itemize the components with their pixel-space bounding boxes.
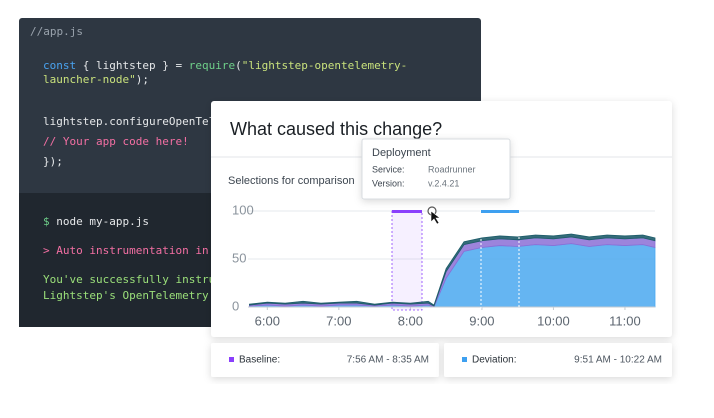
code-token: node my-app.js bbox=[50, 215, 149, 228]
code-line: }); bbox=[43, 155, 63, 168]
baseline-band bbox=[391, 210, 423, 311]
tooltip-key: Service: bbox=[372, 164, 405, 174]
code-line: lightstep.configureOpenTele bbox=[43, 115, 222, 128]
y-tick-label: 100 bbox=[232, 202, 254, 217]
code-token: }); bbox=[43, 155, 63, 168]
code: const { lightstep } = require("lightstep… bbox=[43, 59, 407, 168]
selection-swatch bbox=[229, 357, 234, 362]
chart: 0 50 100 6:00 7:00 8:00 9:00 10:00 11:00 bbox=[232, 202, 656, 328]
selection-range: 9:51 AM - 10:22 AM bbox=[574, 355, 662, 366]
code-line: Lightstep's OpenTelemetry L bbox=[43, 289, 222, 302]
y-tick-label: 0 bbox=[232, 298, 239, 313]
y-tick-label: 50 bbox=[232, 250, 246, 265]
code-token: Lightstep's OpenTelemetry L bbox=[43, 289, 222, 302]
code-token: lightstep.configureOpenTele bbox=[43, 115, 222, 128]
cursor bbox=[430, 210, 441, 225]
x-tick-label: 8:00 bbox=[398, 313, 423, 328]
selection-card bbox=[444, 343, 672, 377]
selection-swatch bbox=[462, 357, 467, 362]
code-line: You've successfully instrum bbox=[43, 273, 222, 286]
filename: //app.js bbox=[30, 25, 83, 38]
selection-label: Baseline: bbox=[239, 355, 280, 366]
card-title: What caused this change? bbox=[230, 119, 442, 139]
code-token: You've successfully instrum bbox=[43, 273, 222, 286]
card-subtitle: Selections for comparison bbox=[228, 175, 355, 187]
x-tick-label: 6:00 bbox=[255, 313, 280, 328]
code-token: const bbox=[43, 59, 76, 72]
code-line: launcher-node"); bbox=[43, 73, 149, 86]
code-line: // Your app code here! bbox=[43, 135, 189, 148]
deviation-handle bbox=[481, 210, 519, 213]
code-token: { lightstep } = bbox=[76, 59, 189, 72]
area bbox=[249, 233, 656, 307]
selection-range: 7:56 AM - 8:35 AM bbox=[347, 355, 429, 366]
x-tick-label: 9:00 bbox=[469, 313, 494, 328]
baseline-handle bbox=[392, 210, 422, 213]
code-token: > Auto instrumentation in p bbox=[43, 244, 222, 257]
selection-card bbox=[211, 343, 439, 377]
x-tick-label: 10:00 bbox=[537, 313, 570, 328]
tooltip-value: v.2.4.21 bbox=[428, 178, 459, 188]
code-line: > Auto instrumentation in p bbox=[43, 244, 222, 257]
tooltip-key: Version: bbox=[372, 178, 405, 188]
code-token: // Your app code here! bbox=[43, 135, 189, 148]
tooltip-value: Roadrunner bbox=[428, 164, 476, 174]
x-tick-label: 11:00 bbox=[609, 313, 641, 328]
code-line: const { lightstep } = require("lightstep… bbox=[43, 59, 407, 72]
terminal: $ node my-app.js > Auto instrumentation i… bbox=[43, 215, 222, 302]
code-token: ); bbox=[136, 73, 149, 86]
tooltip bbox=[361, 138, 511, 200]
selection-label: Deviation: bbox=[472, 355, 516, 366]
x-tick-label: 7:00 bbox=[326, 313, 351, 328]
deviation-band bbox=[480, 210, 520, 313]
tooltip-title: Deployment bbox=[372, 147, 431, 159]
code-token: ( bbox=[235, 59, 242, 72]
code-token: "lightstep-opentelemetry- bbox=[242, 59, 408, 72]
code-token: launcher-node" bbox=[43, 73, 136, 86]
code-token: $ bbox=[43, 215, 50, 228]
selection-cards: Baseline: 7:56 AM - 8:35 AM Deviation: 9:51… bbox=[211, 343, 672, 377]
code-token: require bbox=[189, 59, 235, 72]
code-line: $ node my-app.js bbox=[43, 215, 149, 228]
